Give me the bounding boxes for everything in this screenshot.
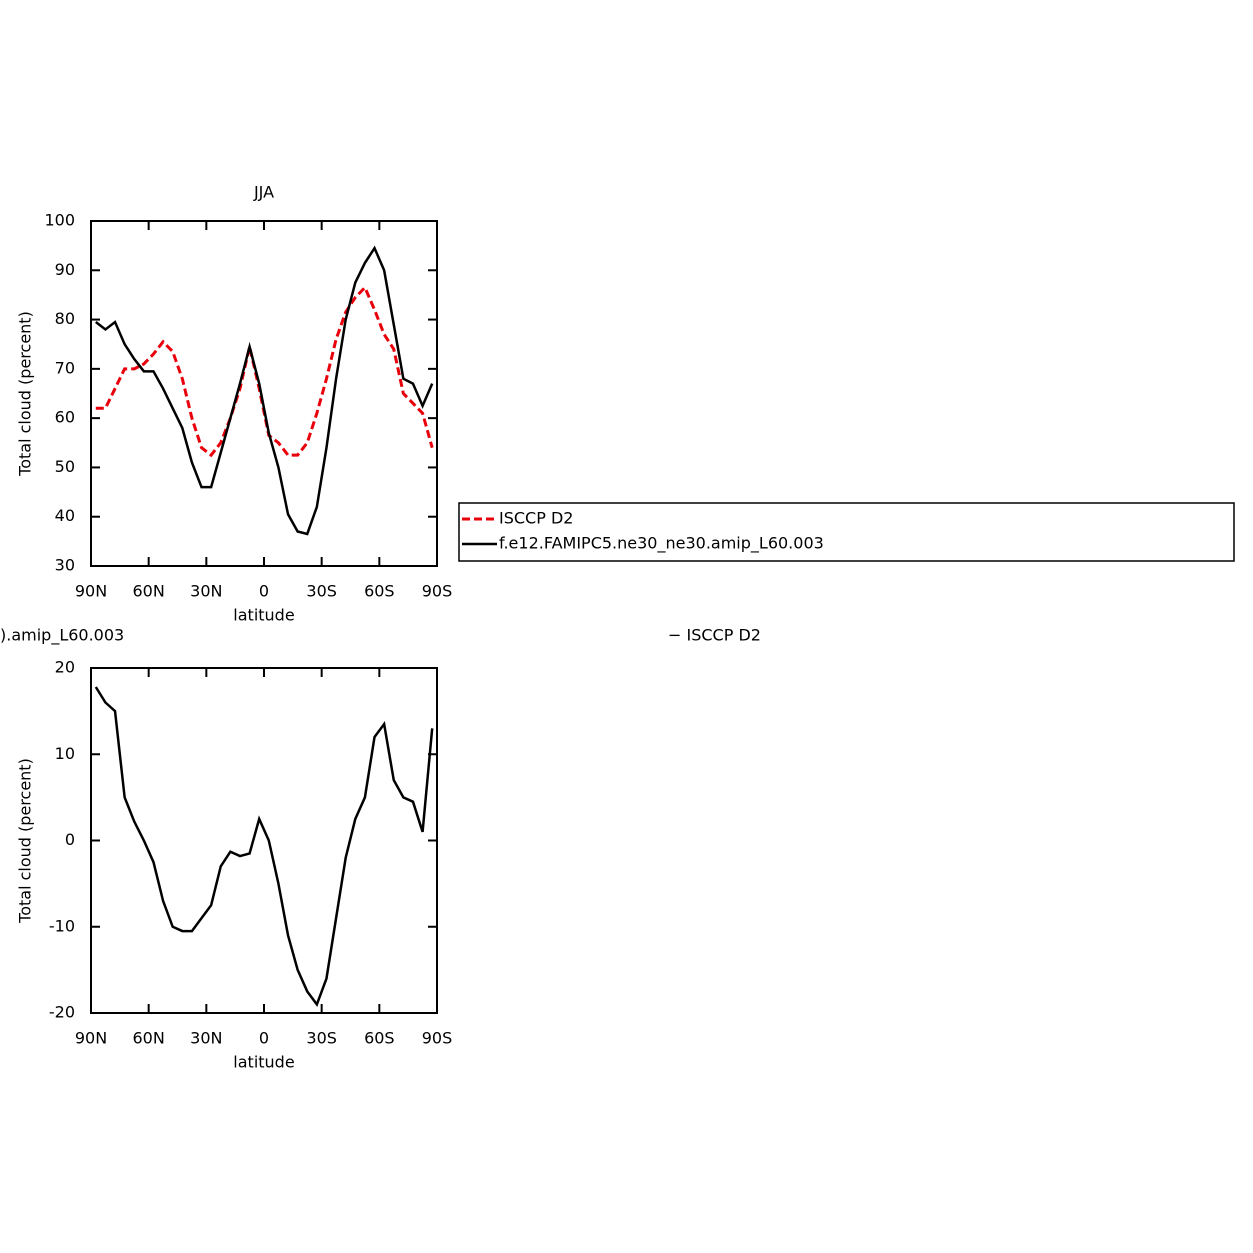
x-tick-label: 90S (422, 582, 453, 601)
x-tick-label: 90S (422, 1029, 453, 1048)
x-tick-label: 60S (364, 582, 395, 601)
y-tick-label: 50 (55, 457, 75, 476)
series-line (95, 245, 434, 536)
x-tick-label: 60N (133, 1029, 165, 1048)
y-tick-label: 90 (55, 260, 75, 279)
chart-title: ).amip_L60.003 (0, 626, 124, 646)
legend-box (458, 502, 1235, 562)
y-tick-label: 70 (55, 358, 75, 377)
plot-frame (90, 220, 438, 567)
x-tick-label: 90N (75, 1029, 107, 1048)
x-axis-label: latitude (233, 606, 294, 625)
x-tick-label: 0 (259, 582, 269, 601)
x-tick-label: 60S (364, 1029, 395, 1048)
x-tick-label: 0 (259, 1029, 269, 1048)
y-tick-label: 30 (55, 556, 75, 575)
y-axis-label: Total cloud (percent) (16, 758, 35, 924)
y-axis-label: Total cloud (percent) (16, 311, 35, 477)
x-tick-label: 30N (190, 1029, 222, 1048)
y-tick-label: 10 (55, 744, 75, 763)
plot-frame (90, 667, 438, 1014)
legend-label: f.e12.FAMIPC5.ne30_ne30.amip_L60.003 (499, 534, 824, 554)
y-tick-label: -10 (49, 916, 75, 935)
x-tick-label: 90N (75, 582, 107, 601)
y-tick-label: -20 (49, 1003, 75, 1022)
x-axis-label: latitude (233, 1053, 294, 1072)
x-tick-label: 30N (190, 582, 222, 601)
y-tick-label: 60 (55, 408, 75, 427)
y-tick-label: 100 (44, 211, 75, 230)
chart-title: JJA (253, 183, 274, 202)
x-tick-label: 60N (133, 582, 165, 601)
y-tick-label: 20 (55, 658, 75, 677)
y-tick-label: 0 (65, 830, 75, 849)
x-tick-label: 30S (306, 1029, 337, 1048)
chart-subtitle: − ISCCP D2 (668, 626, 761, 645)
y-tick-label: 80 (55, 309, 75, 328)
series-line (94, 686, 434, 1007)
x-tick-label: 30S (306, 582, 337, 601)
y-tick-label: 40 (55, 506, 75, 525)
legend-label: ISCCP D2 (499, 509, 573, 528)
